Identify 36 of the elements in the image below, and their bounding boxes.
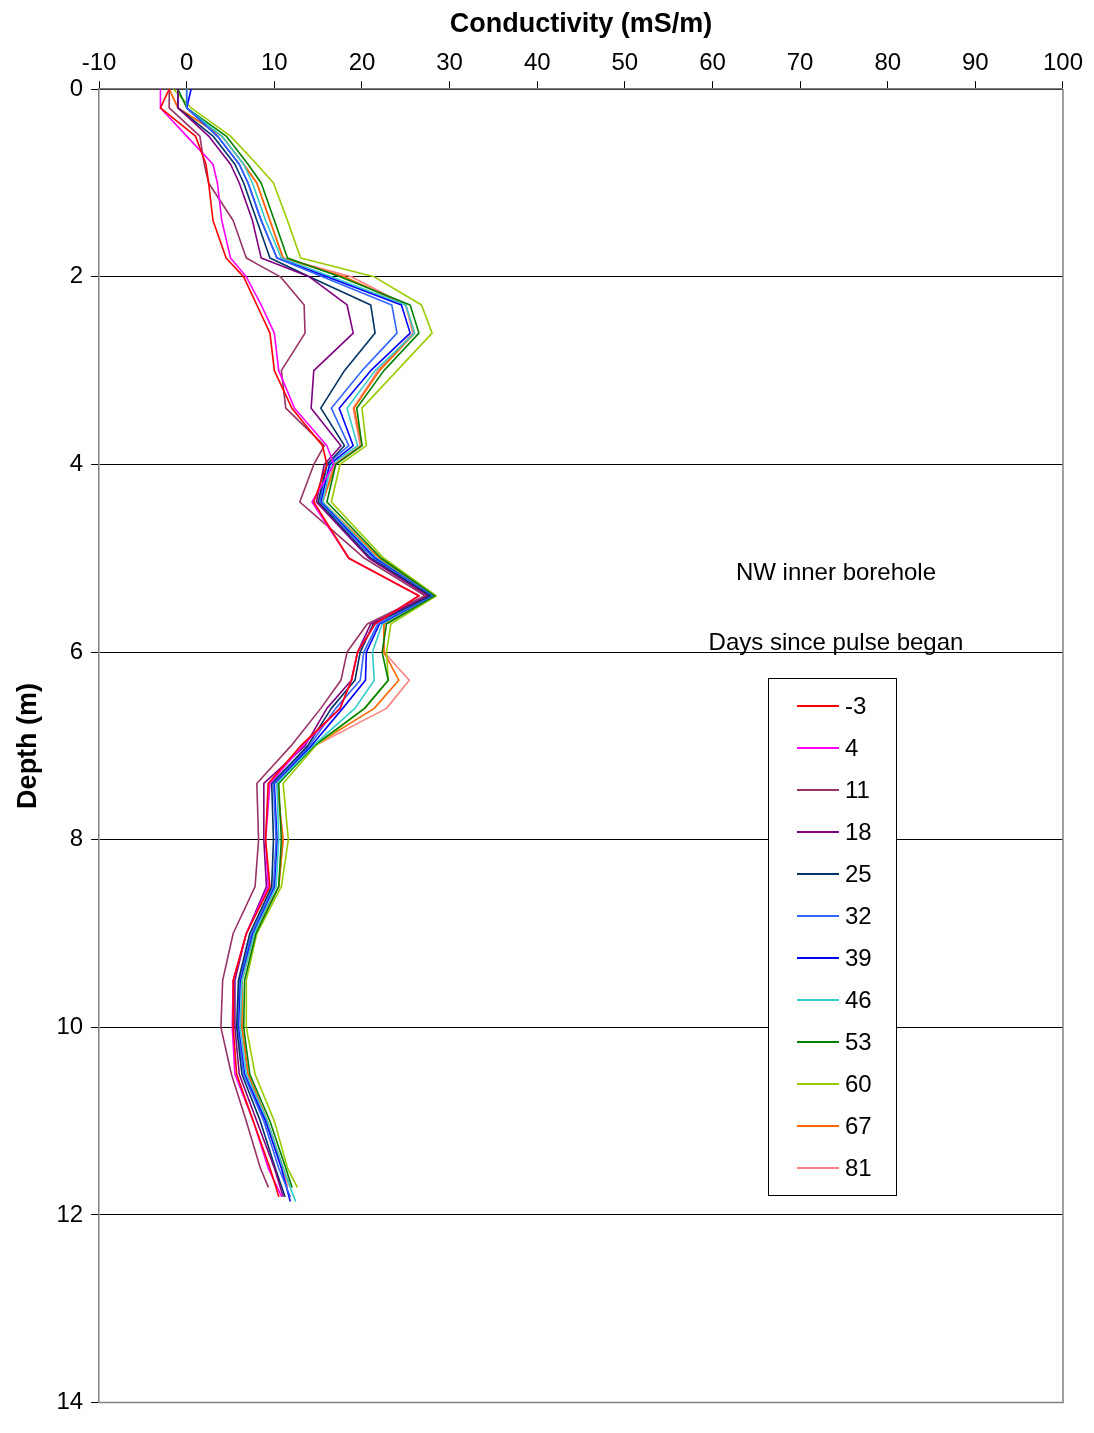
x-tick-label: -10 bbox=[81, 48, 117, 76]
x-tick-label: 80 bbox=[874, 48, 902, 76]
y-tick-label: 14 bbox=[56, 1387, 84, 1415]
x-tick-label: 30 bbox=[436, 48, 463, 76]
legend-label: 60 bbox=[845, 1070, 872, 1098]
legend-label: 39 bbox=[845, 944, 872, 972]
x-tick-label: 100 bbox=[1042, 48, 1083, 76]
legend-title: Days since pulse began bbox=[707, 628, 965, 656]
y-tick-label: 2 bbox=[69, 261, 84, 289]
x-axis-title: Conductivity (mS/m) bbox=[449, 7, 713, 38]
legend-label: -3 bbox=[845, 692, 867, 720]
legend-label: 81 bbox=[845, 1154, 872, 1182]
y-axis-title: Depth (m) bbox=[11, 682, 42, 809]
legend-label: 11 bbox=[845, 776, 870, 804]
x-tick-label: 40 bbox=[523, 48, 551, 76]
annotation: NW inner borehole bbox=[734, 558, 938, 586]
y-tick-label: 6 bbox=[69, 636, 84, 664]
y-tick-label: 0 bbox=[69, 73, 84, 101]
x-tick-label: 90 bbox=[962, 48, 989, 76]
legend-label: 32 bbox=[845, 902, 872, 930]
x-tick-label: 50 bbox=[611, 48, 639, 76]
x-tick-label: 70 bbox=[786, 48, 814, 76]
legend-label: 18 bbox=[845, 818, 872, 846]
y-tick-label: 10 bbox=[56, 1011, 84, 1039]
legend-label: 25 bbox=[845, 860, 872, 888]
legend-label: 53 bbox=[845, 1028, 872, 1056]
x-tick-label: 10 bbox=[261, 48, 288, 76]
x-tick-label: 60 bbox=[699, 48, 726, 76]
legend-label: 67 bbox=[845, 1112, 872, 1140]
x-tick-label: 0 bbox=[180, 48, 194, 76]
y-tick-label: 8 bbox=[69, 824, 84, 852]
x-tick-label: 20 bbox=[348, 48, 376, 76]
y-tick-label: 12 bbox=[56, 1199, 84, 1227]
legend-label: 46 bbox=[845, 986, 872, 1014]
legend-label: 4 bbox=[845, 734, 859, 762]
y-tick-label: 4 bbox=[69, 449, 84, 477]
